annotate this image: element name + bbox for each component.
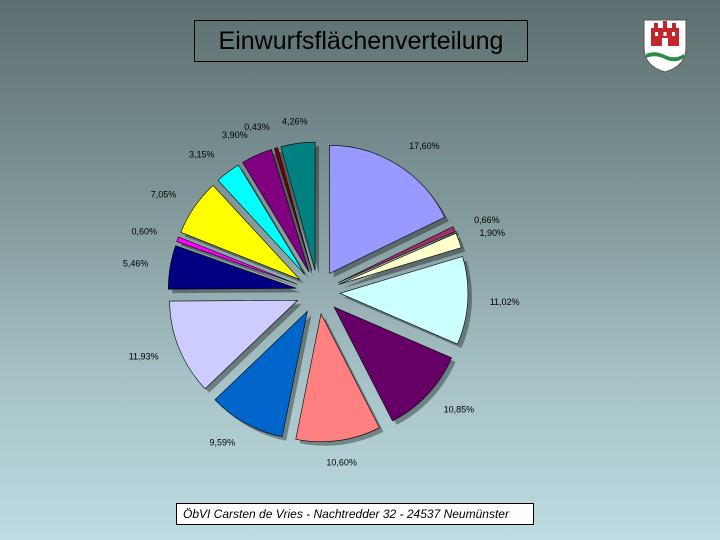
slice-label-11: 3,15%: [189, 150, 215, 160]
pie-slice-13: [273, 147, 313, 271]
slice-label-5: 10,60%: [326, 457, 357, 467]
pie-slice-11: [217, 164, 306, 275]
slice-label-8: 5,46%: [123, 258, 149, 268]
pie-slice-4: [333, 306, 452, 422]
pie-slice-14: [280, 141, 316, 271]
slice-label-14: 4,26%: [282, 117, 308, 127]
chart-title: Einwurfsflächenverteilung: [194, 20, 528, 62]
pie-slice-8: [168, 245, 297, 290]
pie-slice-12: [242, 149, 310, 273]
slice-label-2: 1,90%: [479, 228, 505, 238]
slice-label-12: 3,90%: [222, 130, 248, 140]
slice-label-0: 17,60%: [409, 141, 440, 151]
slice-label-10: 7,05%: [151, 190, 177, 200]
slice-label-6: 9,59%: [210, 438, 236, 448]
pie-slice-5: [295, 312, 380, 443]
pie-slice-6: [214, 310, 308, 438]
pie-slice-9: [176, 236, 298, 285]
pie-slice-10: [180, 185, 301, 280]
slice-label-7: 11,93%: [129, 352, 159, 362]
municipal-coat-of-arms-icon: [643, 19, 687, 73]
slice-label-3: 11,02%: [490, 297, 520, 307]
pie-slice-0: [329, 145, 446, 274]
pie-slice-7: [169, 299, 299, 390]
slice-label-1: 0,66%: [474, 215, 500, 225]
pie-slice-3: [339, 256, 469, 345]
slice-label-9: 0,60%: [131, 227, 157, 237]
slice-label-4: 10,85%: [444, 405, 475, 415]
pie-slice-2: [338, 232, 462, 285]
pie-slice-shadow: [278, 151, 316, 275]
pie-slice-1: [337, 226, 456, 284]
footer-address: ÖbVI Carsten de Vries - Nachtredder 32 -…: [176, 503, 534, 525]
slice-label-13: 0,43%: [244, 122, 270, 132]
